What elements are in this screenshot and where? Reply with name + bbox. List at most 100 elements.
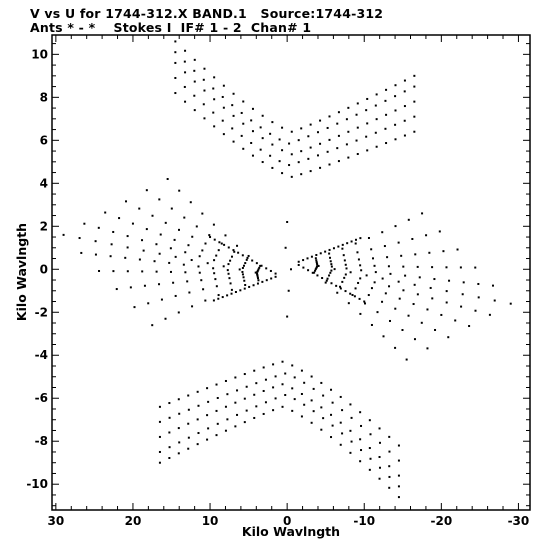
uv-point	[405, 358, 408, 361]
uv-point	[290, 153, 293, 156]
uv-point	[206, 387, 209, 390]
uv-point	[397, 459, 400, 462]
uv-point	[244, 262, 247, 265]
uv-point	[333, 268, 336, 271]
uv-point	[326, 277, 329, 280]
uv-point	[213, 259, 216, 262]
uv-point	[191, 305, 194, 308]
uv-point	[325, 279, 328, 282]
uv-point	[322, 417, 325, 420]
uv-point	[416, 265, 419, 268]
uv-point	[247, 254, 250, 257]
uv-point	[131, 222, 134, 225]
uv-point	[264, 378, 267, 381]
uv-point	[413, 100, 416, 103]
uv-point	[413, 283, 416, 286]
uv-point	[255, 262, 258, 265]
uv-point	[281, 405, 284, 408]
uv-point	[257, 268, 260, 271]
uv-point	[440, 313, 443, 316]
uv-point	[153, 260, 156, 263]
uv-point	[459, 266, 462, 269]
uv-point	[300, 173, 303, 176]
uv-point	[326, 126, 329, 129]
y-tick-label: 8	[40, 90, 48, 104]
uv-point	[256, 272, 259, 275]
uv-point	[259, 264, 262, 267]
uv-point	[177, 452, 180, 455]
uv-point	[477, 282, 480, 285]
uv-point	[359, 411, 362, 414]
x-tick-label: 0	[283, 514, 291, 528]
uv-point	[168, 457, 171, 460]
uv-point	[62, 233, 65, 236]
uv-point	[288, 142, 291, 145]
uv-point	[182, 263, 185, 266]
uv-point	[143, 284, 146, 287]
uv-point	[350, 416, 353, 419]
uv-point	[397, 485, 400, 488]
uv-point	[257, 277, 260, 280]
uv-point	[187, 447, 190, 450]
x-tick-label: -20	[430, 514, 452, 528]
uv-point	[336, 147, 339, 150]
uv-point	[286, 315, 289, 318]
uv-point	[196, 418, 199, 421]
uv-point	[349, 451, 352, 454]
uv-point	[388, 450, 391, 453]
uv-point	[227, 263, 230, 266]
uv-point	[370, 248, 373, 251]
uv-point	[151, 214, 154, 217]
uv-point	[322, 394, 325, 397]
uv-point	[368, 447, 371, 450]
uv-point	[236, 413, 239, 416]
uv-point	[243, 373, 246, 376]
uv-point	[238, 268, 241, 271]
uv-point	[445, 301, 448, 304]
uv-point	[209, 236, 212, 239]
uv-point	[174, 92, 177, 95]
uv-point	[245, 258, 248, 261]
uv-point	[434, 328, 437, 331]
uv-point	[313, 271, 316, 274]
uv-point	[315, 265, 318, 268]
uv-point	[335, 284, 338, 287]
uv-point	[293, 376, 296, 379]
uv-point	[184, 71, 187, 74]
uv-point	[344, 290, 347, 293]
uv-point	[354, 238, 357, 241]
uv-point	[256, 275, 259, 278]
uv-point	[230, 255, 233, 258]
uv-point	[343, 259, 346, 262]
uv-point	[215, 409, 218, 412]
uv-point	[431, 266, 434, 269]
uv-point	[341, 247, 344, 250]
uv-point	[341, 409, 344, 412]
uv-point	[320, 406, 323, 409]
uv-point	[509, 302, 512, 305]
y-tick-label: 6	[40, 133, 48, 147]
uv-point	[358, 297, 361, 300]
uv-point	[312, 387, 315, 390]
uv-point	[341, 243, 344, 246]
uv-point	[281, 149, 284, 152]
uv-point	[328, 252, 331, 255]
uv-point	[345, 118, 348, 121]
uv-point	[359, 438, 362, 441]
uv-point	[186, 280, 189, 283]
uv-point	[197, 265, 200, 268]
uv-point	[343, 276, 346, 279]
uv-point	[264, 401, 267, 404]
uv-point	[110, 243, 113, 246]
uv-point	[193, 69, 196, 72]
uv-point	[314, 269, 317, 272]
uv-point	[206, 262, 209, 265]
uv-point	[187, 244, 190, 247]
uv-point	[290, 130, 293, 133]
uv-point	[274, 272, 277, 275]
uv-point	[403, 134, 406, 137]
uv-point	[337, 245, 340, 248]
uv-point	[367, 294, 370, 297]
uv-point	[387, 265, 390, 268]
uv-point	[187, 408, 190, 411]
